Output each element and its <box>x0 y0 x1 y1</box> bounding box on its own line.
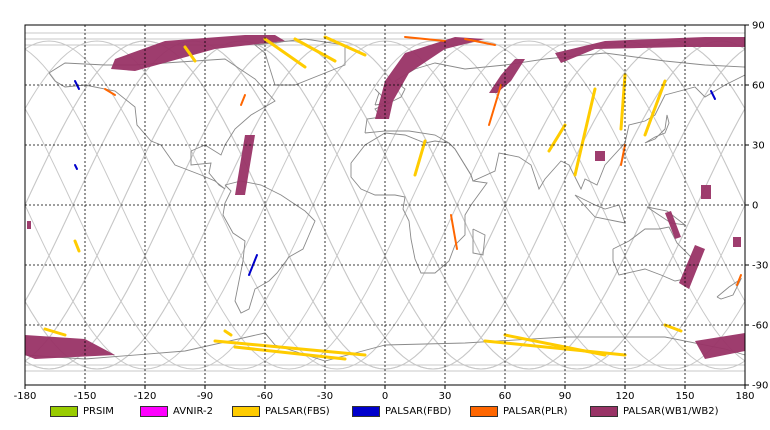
footprint-plr <box>736 274 742 286</box>
legend: PRSIM AVNIR-2 PALSAR(FBS) PALSAR(FBD) PA… <box>0 403 770 421</box>
coastline <box>716 277 743 300</box>
legend-item-palsar-wb: PALSAR(WB1/WB2) <box>590 403 719 419</box>
legend-swatch <box>232 405 260 417</box>
legend-label: PALSAR(PLR) <box>503 405 568 417</box>
legend-swatch <box>352 405 380 417</box>
footprint-plr <box>104 88 116 96</box>
footprint-plr <box>404 36 446 42</box>
footprint-wb <box>701 185 711 199</box>
footprint-plr <box>488 84 502 126</box>
coastline <box>222 180 316 314</box>
legend-swatch <box>50 405 78 417</box>
y-tick-label: -90 <box>752 381 768 392</box>
y-tick-label: 0 <box>752 201 758 212</box>
footprint-fbs <box>619 73 627 131</box>
legend-item-palsar-fbs: PALSAR(FBS) <box>232 403 330 419</box>
coastline <box>644 114 670 144</box>
x-tick-label: -30 <box>317 391 333 402</box>
footprint-fbd <box>710 90 716 100</box>
y-tick-label: 60 <box>752 81 765 92</box>
x-tick-label: 150 <box>675 391 694 402</box>
graticule <box>25 25 745 385</box>
footprint-wb <box>595 151 605 161</box>
coastline <box>350 132 488 274</box>
legend-label: PALSAR(FBD) <box>385 405 452 417</box>
observation-footprints <box>25 35 745 361</box>
footprint-wb <box>375 37 485 119</box>
y-tick-label: 30 <box>752 141 765 152</box>
legend-label: PALSAR(WB1/WB2) <box>623 405 719 417</box>
footprint-fbs <box>293 37 337 63</box>
footprint-fbd <box>74 164 78 170</box>
legend-item-palsar-fbd: PALSAR(FBD) <box>352 403 451 419</box>
footprint-fbs <box>43 327 67 337</box>
footprint-fbs <box>413 139 427 177</box>
coastline <box>574 194 626 224</box>
footprint-wb <box>27 221 31 229</box>
x-tick-label: -60 <box>257 391 273 402</box>
legend-swatch <box>140 405 168 417</box>
footprint-wb <box>733 237 741 247</box>
legend-swatch <box>590 405 618 417</box>
legend-label: AVNIR-2 <box>173 405 213 417</box>
footprint-wb <box>695 333 745 359</box>
footprint-plr <box>620 144 626 166</box>
axis-ticks: -180 -150 -120 -90 -60 -30 0 30 60 90 120 150 180 90 6… <box>14 21 769 403</box>
footprint-fbs <box>643 79 667 137</box>
footprint-fbs <box>73 239 81 253</box>
footprint-fbs <box>263 37 307 69</box>
coastline <box>646 206 687 226</box>
y-tick-label: 90 <box>752 21 765 32</box>
footprint-wb <box>679 245 705 289</box>
footprint-fbs <box>573 87 597 177</box>
footprint-wb <box>555 37 745 63</box>
footprint-fbs <box>663 323 683 333</box>
legend-label: PRSIM <box>83 405 114 417</box>
x-tick-label: 120 <box>615 391 634 402</box>
footprint-plr <box>450 214 458 250</box>
x-tick-label: 90 <box>559 391 572 402</box>
footprint-wb <box>489 59 525 93</box>
x-tick-label: 180 <box>735 391 754 402</box>
footprint-fbs <box>503 333 607 357</box>
x-tick-label: -120 <box>134 391 157 402</box>
footprint-fbs <box>223 329 233 337</box>
x-tick-label: 30 <box>439 391 452 402</box>
footprint-plr <box>464 38 496 46</box>
x-tick-label: 60 <box>499 391 512 402</box>
y-tick-label: -60 <box>752 321 768 332</box>
legend-item-palsar-plr: PALSAR(PLR) <box>470 403 567 419</box>
footprint-fbs <box>233 345 347 361</box>
footprint-fbs <box>547 123 567 153</box>
footprint-fbs <box>323 35 367 57</box>
footprint-fbs <box>483 339 627 357</box>
x-tick-label: 0 <box>382 391 388 402</box>
footprint-plr <box>240 94 246 106</box>
footprint-wb <box>111 35 285 71</box>
x-tick-label: -150 <box>74 391 97 402</box>
legend-label: PALSAR(FBS) <box>265 405 330 417</box>
legend-item-prism: PRSIM <box>50 403 114 419</box>
footprint-wb <box>665 211 681 239</box>
footprint-fbs <box>213 339 367 357</box>
x-tick-label: -180 <box>14 391 37 402</box>
footprint-wb <box>235 135 255 195</box>
legend-swatch <box>470 405 498 417</box>
y-tick-label: -30 <box>752 261 768 272</box>
footprint-wb <box>25 335 115 359</box>
coastline <box>48 58 276 190</box>
legend-item-avnir2: AVNIR-2 <box>140 403 213 419</box>
x-tick-label: -90 <box>197 391 213 402</box>
footprint-fbs <box>183 45 197 63</box>
coastline <box>472 228 486 256</box>
